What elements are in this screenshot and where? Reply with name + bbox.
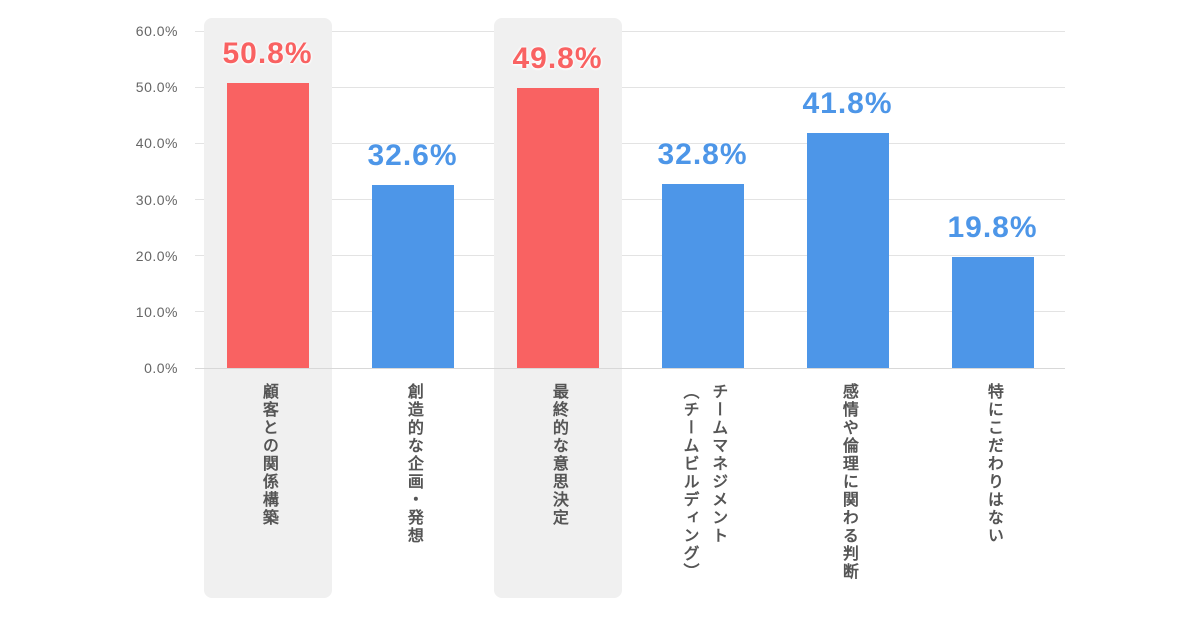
bar-team-management bbox=[661, 183, 744, 368]
bar-customer-relations bbox=[226, 82, 309, 368]
bar-no-preference bbox=[951, 256, 1034, 368]
y-gridline bbox=[195, 311, 1065, 313]
category-label: 感情や倫理に関わる判断 bbox=[839, 383, 857, 581]
y-axis-tick-label: 60.0% bbox=[135, 23, 178, 39]
y-axis-tick-label: 20.0% bbox=[135, 247, 178, 264]
bar-value-label: 19.8% bbox=[947, 210, 1038, 244]
category-label: 創造的な企画・発想 bbox=[404, 383, 422, 545]
bar-value-label: 32.6% bbox=[367, 138, 458, 172]
category-label: チームマネジメント （チームビルディング） bbox=[680, 383, 727, 581]
bar-value-label: 50.8% bbox=[222, 36, 313, 70]
bar-emotional-ethical-judgment bbox=[806, 133, 889, 368]
y-axis-tick-label: 0.0% bbox=[144, 360, 178, 376]
y-gridline bbox=[195, 255, 1065, 257]
y-gridline bbox=[195, 30, 1065, 32]
bar-value-label: 49.8% bbox=[512, 42, 603, 76]
y-gridline bbox=[195, 142, 1065, 144]
x-axis-line bbox=[195, 367, 1065, 369]
y-axis-tick-label: 40.0% bbox=[135, 135, 178, 152]
category-label: 顧客との関係構築 bbox=[259, 383, 277, 527]
y-gridline bbox=[195, 199, 1065, 200]
bar-value-label: 41.8% bbox=[802, 87, 893, 121]
bar-value-label: 32.8% bbox=[657, 137, 748, 171]
bar-creative-planning bbox=[371, 184, 454, 368]
y-axis-tick-label: 50.0% bbox=[135, 79, 178, 96]
y-axis-tick-label: 30.0% bbox=[135, 191, 178, 208]
bar-final-decision bbox=[516, 88, 599, 368]
category-label: 特にこだわりはない bbox=[984, 383, 1002, 545]
y-gridline bbox=[195, 86, 1065, 88]
category-label: 最終的な意思決定 bbox=[549, 383, 567, 527]
y-axis-tick-label: 10.0% bbox=[135, 303, 178, 320]
